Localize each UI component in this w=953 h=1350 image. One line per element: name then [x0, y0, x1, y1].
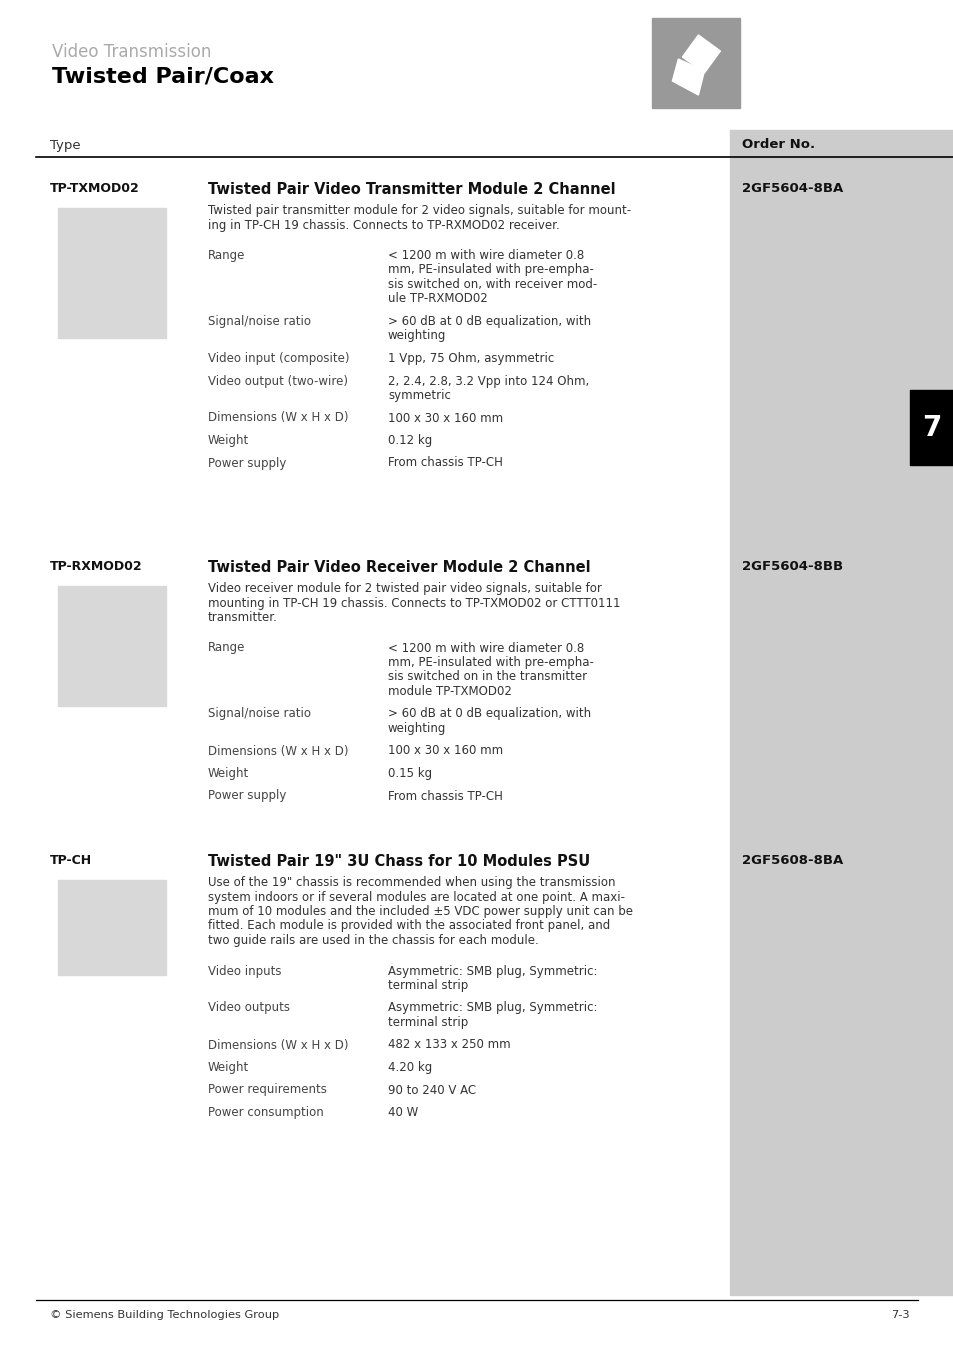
- Text: 2, 2.4, 2.8, 3.2 Vpp into 124 Ohm,: 2, 2.4, 2.8, 3.2 Vpp into 124 Ohm,: [388, 374, 589, 387]
- Text: mm, PE-insulated with pre-empha-: mm, PE-insulated with pre-empha-: [388, 656, 594, 670]
- Text: 4.20 kg: 4.20 kg: [388, 1061, 432, 1075]
- Text: Video receiver module for 2 twisted pair video signals, suitable for: Video receiver module for 2 twisted pair…: [208, 582, 601, 595]
- Text: system indoors or if several modules are located at one point. A maxi-: system indoors or if several modules are…: [208, 891, 624, 903]
- Text: Asymmetric: SMB plug, Symmetric:: Asymmetric: SMB plug, Symmetric:: [388, 1002, 597, 1014]
- Text: Video Transmission: Video Transmission: [52, 43, 212, 61]
- Text: weighting: weighting: [388, 329, 446, 343]
- Text: Range: Range: [208, 248, 245, 262]
- Text: Twisted Pair 19" 3U Chass for 10 Modules PSU: Twisted Pair 19" 3U Chass for 10 Modules…: [208, 855, 590, 869]
- Text: sis switched on, with receiver mod-: sis switched on, with receiver mod-: [388, 278, 597, 292]
- Text: ule TP-RXMOD02: ule TP-RXMOD02: [388, 293, 487, 305]
- Text: From chassis TP-CH: From chassis TP-CH: [388, 790, 502, 802]
- Text: < 1200 m with wire diameter 0.8: < 1200 m with wire diameter 0.8: [388, 641, 583, 655]
- Text: module TP-TXMOD02: module TP-TXMOD02: [388, 684, 512, 698]
- Text: Use of the 19" chassis is recommended when using the transmission: Use of the 19" chassis is recommended wh…: [208, 876, 615, 890]
- Text: mm, PE-insulated with pre-empha-: mm, PE-insulated with pre-empha-: [388, 263, 594, 277]
- Text: Video input (composite): Video input (composite): [208, 352, 349, 365]
- Text: TP-TXMOD02: TP-TXMOD02: [50, 182, 139, 194]
- Text: 2GF5608-8BA: 2GF5608-8BA: [741, 855, 842, 867]
- Text: weighting: weighting: [388, 722, 446, 734]
- Text: Dimensions (W x H x D): Dimensions (W x H x D): [208, 744, 348, 757]
- Text: Video outputs: Video outputs: [208, 1002, 290, 1014]
- Text: Power supply: Power supply: [208, 456, 286, 470]
- Text: Dimensions (W x H x D): Dimensions (W x H x D): [208, 412, 348, 424]
- Text: Signal/noise ratio: Signal/noise ratio: [208, 707, 311, 721]
- Text: 7-3: 7-3: [890, 1310, 909, 1320]
- Text: 2GF5604-8BA: 2GF5604-8BA: [741, 182, 842, 194]
- Text: Video output (two-wire): Video output (two-wire): [208, 374, 348, 387]
- Text: Twisted Pair/Coax: Twisted Pair/Coax: [52, 66, 274, 86]
- Text: 0.15 kg: 0.15 kg: [388, 767, 432, 780]
- Text: 2GF5604-8BB: 2GF5604-8BB: [741, 560, 842, 572]
- Text: Range: Range: [208, 641, 245, 655]
- Text: Order No.: Order No.: [741, 139, 814, 151]
- Text: Twisted pair transmitter module for 2 video signals, suitable for mount-: Twisted pair transmitter module for 2 vi…: [208, 204, 631, 217]
- Text: Asymmetric: SMB plug, Symmetric:: Asymmetric: SMB plug, Symmetric:: [388, 964, 597, 977]
- Polygon shape: [681, 35, 720, 73]
- Text: Weight: Weight: [208, 767, 249, 780]
- Text: Twisted Pair Video Receiver Module 2 Channel: Twisted Pair Video Receiver Module 2 Cha…: [208, 560, 590, 575]
- Text: 100 x 30 x 160 mm: 100 x 30 x 160 mm: [388, 744, 502, 757]
- Bar: [58, 586, 166, 706]
- Bar: [909, 390, 953, 464]
- Bar: [58, 208, 166, 338]
- Text: Twisted Pair Video Transmitter Module 2 Channel: Twisted Pair Video Transmitter Module 2 …: [208, 182, 615, 197]
- Text: terminal strip: terminal strip: [388, 1017, 468, 1029]
- Polygon shape: [672, 59, 703, 95]
- Text: Power requirements: Power requirements: [208, 1084, 327, 1096]
- Text: TP-RXMOD02: TP-RXMOD02: [50, 560, 143, 572]
- Text: ing in TP-CH 19 chassis. Connects to TP-RXMOD02 receiver.: ing in TP-CH 19 chassis. Connects to TP-…: [208, 219, 559, 231]
- Text: TP-CH: TP-CH: [50, 855, 92, 867]
- Text: © Siemens Building Technologies Group: © Siemens Building Technologies Group: [50, 1310, 279, 1320]
- Text: Type: Type: [50, 139, 81, 151]
- Text: Dimensions (W x H x D): Dimensions (W x H x D): [208, 1038, 348, 1052]
- Text: 100 x 30 x 160 mm: 100 x 30 x 160 mm: [388, 412, 502, 424]
- Text: mounting in TP-CH 19 chassis. Connects to TP-TXMOD02 or CTTT0111: mounting in TP-CH 19 chassis. Connects t…: [208, 597, 619, 609]
- Text: symmetric: symmetric: [388, 389, 451, 402]
- Bar: [58, 880, 166, 975]
- Text: 482 x 133 x 250 mm: 482 x 133 x 250 mm: [388, 1038, 510, 1052]
- Text: Power consumption: Power consumption: [208, 1106, 323, 1119]
- Text: 0.12 kg: 0.12 kg: [388, 433, 432, 447]
- Bar: [729, 130, 953, 1295]
- Text: > 60 dB at 0 dB equalization, with: > 60 dB at 0 dB equalization, with: [388, 315, 591, 328]
- Text: transmitter.: transmitter.: [208, 612, 277, 624]
- Text: < 1200 m with wire diameter 0.8: < 1200 m with wire diameter 0.8: [388, 248, 583, 262]
- Text: mum of 10 modules and the included ±5 VDC power supply unit can be: mum of 10 modules and the included ±5 VD…: [208, 904, 633, 918]
- Text: Signal/noise ratio: Signal/noise ratio: [208, 315, 311, 328]
- Text: 7: 7: [922, 413, 941, 441]
- Text: 40 W: 40 W: [388, 1106, 417, 1119]
- Text: Video inputs: Video inputs: [208, 964, 281, 977]
- Text: fitted. Each module is provided with the associated front panel, and: fitted. Each module is provided with the…: [208, 919, 610, 933]
- Text: 1 Vpp, 75 Ohm, asymmetric: 1 Vpp, 75 Ohm, asymmetric: [388, 352, 554, 365]
- Text: Weight: Weight: [208, 433, 249, 447]
- Text: terminal strip: terminal strip: [388, 979, 468, 992]
- Text: Weight: Weight: [208, 1061, 249, 1075]
- Text: 90 to 240 V AC: 90 to 240 V AC: [388, 1084, 476, 1096]
- Text: sis switched on in the transmitter: sis switched on in the transmitter: [388, 671, 586, 683]
- Text: Power supply: Power supply: [208, 790, 286, 802]
- Text: > 60 dB at 0 dB equalization, with: > 60 dB at 0 dB equalization, with: [388, 707, 591, 721]
- Bar: [651, 18, 740, 108]
- Text: From chassis TP-CH: From chassis TP-CH: [388, 456, 502, 470]
- Text: two guide rails are used in the chassis for each module.: two guide rails are used in the chassis …: [208, 934, 538, 946]
